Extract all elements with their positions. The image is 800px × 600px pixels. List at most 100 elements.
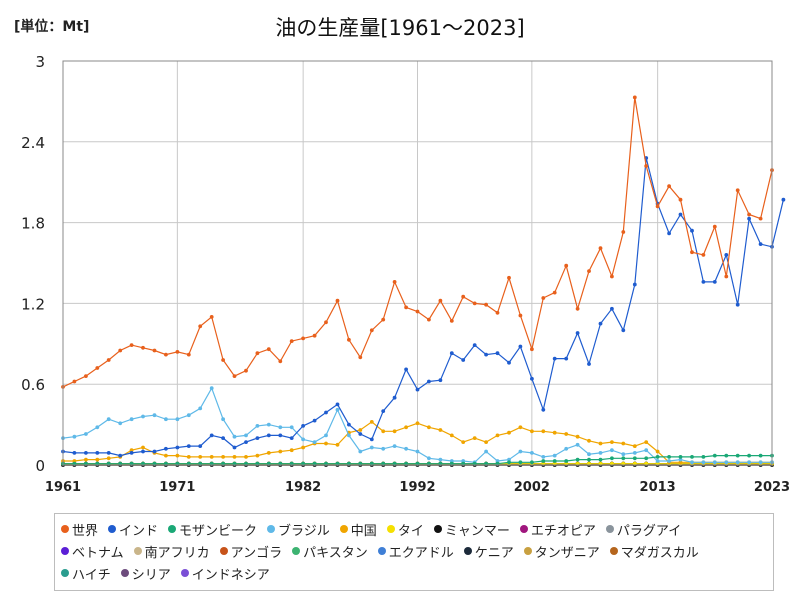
data-point <box>678 197 683 202</box>
data-point <box>724 453 729 458</box>
series-group <box>61 95 786 467</box>
data-point <box>598 246 603 251</box>
data-point <box>266 433 271 438</box>
data-point <box>84 451 88 455</box>
data-point <box>655 449 660 454</box>
legend-marker <box>120 569 129 577</box>
legend-label: モザンビーク <box>179 523 258 539</box>
data-point <box>95 425 100 430</box>
data-point <box>129 417 134 422</box>
legend-label: ベトナム <box>72 545 124 561</box>
data-point <box>587 452 591 457</box>
data-point <box>632 451 637 455</box>
x-tick-label: 2002 <box>514 480 550 495</box>
data-point <box>461 294 466 299</box>
legend-label: マダガスカル <box>620 545 699 561</box>
legend-label: エチオピア <box>530 523 596 539</box>
legend-label: アンゴラ <box>230 545 283 561</box>
data-point <box>758 216 763 221</box>
data-point <box>667 459 671 463</box>
data-point <box>735 453 740 458</box>
data-point <box>198 455 203 459</box>
data-point <box>541 455 546 459</box>
legend-row: ハイチ シリア インドネシア <box>61 562 767 584</box>
data-point <box>369 437 374 442</box>
data-point <box>518 460 523 465</box>
legend-marker <box>339 525 348 533</box>
data-point <box>530 451 534 455</box>
legend-item: インド <box>108 520 158 539</box>
data-point <box>735 302 740 307</box>
data-point <box>312 333 317 338</box>
data-point <box>335 407 340 412</box>
legend-row: 世界 インド モザンビーク ブラジル 中国 タイ ミャンマー エチオピア パラグアイ <box>61 518 767 540</box>
legend-label: ミャンマー <box>444 523 510 539</box>
legend-marker <box>377 547 386 555</box>
data-point <box>118 348 123 353</box>
data-point <box>518 313 523 318</box>
y-tick-label: 0.6 <box>21 376 45 394</box>
data-point <box>758 460 763 465</box>
y-axis: 0 0.6 1.2 1.8 2.4 3 <box>21 53 45 475</box>
data-point <box>701 253 706 257</box>
x-tick-label: 1961 <box>45 480 81 495</box>
y-tick-label: 1.8 <box>21 215 45 233</box>
data-point <box>266 451 271 455</box>
data-point <box>175 350 180 354</box>
data-point <box>541 296 546 300</box>
data-point <box>232 455 237 459</box>
data-point <box>449 433 454 438</box>
data-point <box>95 366 100 370</box>
x-tick-label: 1982 <box>285 480 321 495</box>
data-point <box>621 328 626 333</box>
data-point <box>472 343 477 347</box>
legend-label: 南アフリカ <box>144 545 210 561</box>
data-point <box>358 428 363 432</box>
data-point <box>472 301 477 306</box>
legend-item: タイ <box>386 520 424 539</box>
data-point <box>198 406 203 411</box>
legend-item: エチオピア <box>519 520 596 539</box>
data-point <box>72 434 77 439</box>
legend-item: エクアドル <box>377 542 454 561</box>
legend-item: ブラジル <box>267 520 330 539</box>
data-point <box>95 457 100 462</box>
data-point <box>312 418 317 423</box>
data-point <box>690 228 694 233</box>
data-point <box>324 320 328 325</box>
data-point <box>289 339 294 343</box>
data-point <box>312 440 317 444</box>
data-point <box>552 459 557 463</box>
data-point <box>678 460 683 465</box>
data-point <box>735 460 740 465</box>
data-point <box>392 395 397 400</box>
data-point <box>438 298 443 303</box>
data-point <box>244 368 248 373</box>
data-point <box>266 422 271 427</box>
data-point <box>141 414 145 419</box>
legend-label: パラグアイ <box>616 523 682 539</box>
data-point <box>564 446 569 451</box>
data-point <box>358 432 363 436</box>
data-point <box>632 282 637 287</box>
data-point <box>495 351 500 356</box>
data-point <box>621 230 626 234</box>
data-point <box>667 455 671 459</box>
data-point <box>667 184 671 189</box>
data-point <box>347 433 351 438</box>
data-point <box>495 459 500 463</box>
data-point <box>255 424 260 428</box>
data-point <box>610 456 614 461</box>
legend-item: 中国 <box>339 520 377 539</box>
legend-item: パキスタン <box>292 542 368 561</box>
data-point <box>655 459 660 463</box>
data-point <box>552 290 557 295</box>
data-point <box>381 429 386 434</box>
data-point <box>244 440 248 444</box>
legend-label: ブラジル <box>278 523 330 539</box>
data-point <box>712 224 717 229</box>
data-point <box>438 457 443 462</box>
data-point <box>541 429 546 434</box>
data-point <box>415 421 420 426</box>
